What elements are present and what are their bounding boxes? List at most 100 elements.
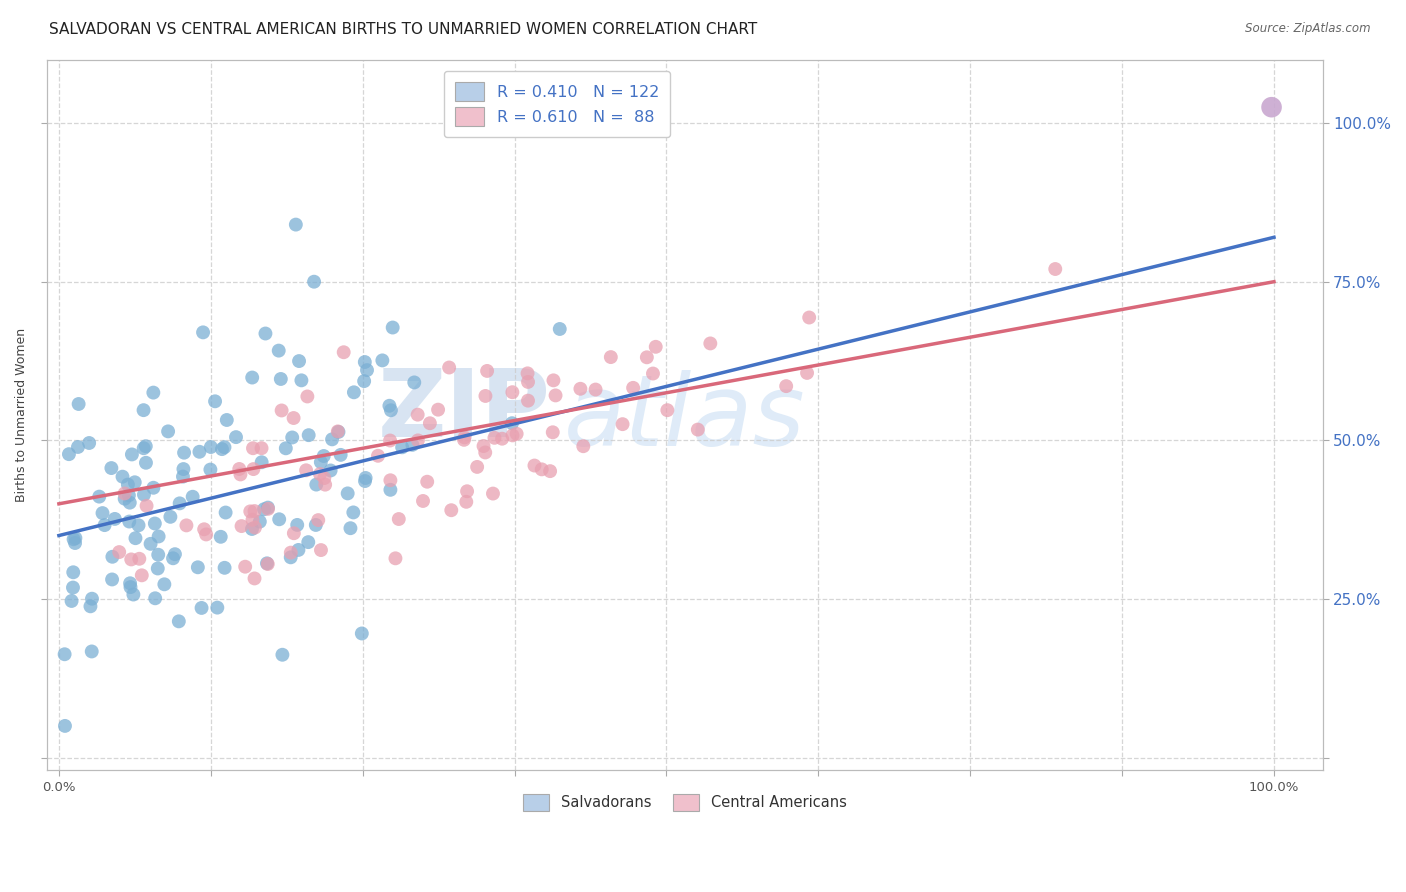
Point (209, 530, 232, 544)
Point (254, 326, 277, 341)
Point (257, 500, 280, 515)
Point (153, 577, 176, 591)
Text: SALVADORAN VS CENTRAL AMERICAN BIRTHS TO UNMARRIED WOMEN CORRELATION CHART: SALVADORAN VS CENTRAL AMERICAN BIRTHS TO… (49, 22, 758, 37)
Point (117, 477, 139, 491)
Point (281, 430, 304, 444)
Point (225, 430, 247, 444)
Point (135, 456, 157, 470)
Point (243, 504, 266, 518)
Point (472, 439, 495, 453)
Point (371, 353, 394, 368)
Point (169, 496, 191, 510)
Point (270, 403, 292, 417)
Point (799, 310, 821, 325)
Point (270, 372, 292, 386)
Point (131, 568, 153, 582)
Point (380, 483, 402, 497)
Point (159, 509, 181, 524)
Point (231, 519, 253, 533)
Text: ZIP: ZIP (378, 366, 551, 458)
Point (256, 557, 278, 571)
Point (120, 580, 142, 594)
Point (215, 413, 238, 427)
Point (142, 385, 165, 400)
Point (120, 576, 142, 591)
Point (599, 350, 621, 364)
Point (132, 441, 155, 455)
Point (124, 531, 146, 545)
Point (269, 512, 291, 526)
Point (419, 416, 441, 430)
Point (204, 394, 226, 409)
Point (381, 320, 404, 334)
Point (89, 490, 111, 504)
Point (307, 513, 329, 527)
Point (214, 440, 236, 454)
Point (200, 462, 222, 476)
Point (406, 434, 429, 448)
Point (62, 533, 84, 547)
Point (491, 432, 513, 446)
Legend: Salvadorans, Central Americans: Salvadorans, Central Americans (517, 788, 852, 816)
Point (475, 364, 498, 378)
Point (482, 486, 505, 500)
Point (326, 425, 349, 439)
Point (416, 475, 439, 489)
Point (118, 496, 141, 510)
Text: Source: ZipAtlas.com: Source: ZipAtlas.com (1246, 22, 1371, 36)
Point (699, 336, 721, 351)
Point (128, 551, 150, 566)
Point (406, 408, 429, 422)
Point (207, 600, 229, 615)
Point (104, 512, 127, 526)
Point (108, 545, 131, 559)
Point (314, 477, 336, 491)
Point (242, 441, 264, 455)
Point (239, 504, 262, 518)
Point (79, 599, 101, 614)
Point (128, 518, 150, 533)
Point (548, 322, 571, 336)
Point (121, 447, 143, 461)
Point (530, 462, 553, 476)
Point (384, 551, 406, 566)
Point (380, 473, 402, 487)
Point (190, 601, 212, 615)
Point (66, 440, 89, 454)
Point (58, 447, 80, 461)
Point (342, 505, 364, 519)
Point (543, 373, 565, 387)
Point (319, 463, 342, 477)
Point (274, 442, 297, 456)
Point (191, 326, 214, 340)
Point (332, 345, 354, 359)
Point (465, 459, 488, 474)
Point (380, 403, 402, 417)
Point (585, 383, 607, 397)
Point (146, 561, 169, 575)
Point (114, 486, 136, 500)
Point (1045, 262, 1067, 277)
Point (686, 423, 709, 437)
Point (502, 428, 524, 442)
Point (122, 588, 145, 602)
Point (440, 503, 463, 517)
Point (132, 403, 155, 417)
Point (354, 471, 377, 485)
Point (135, 439, 157, 453)
Point (287, 543, 309, 558)
Point (253, 502, 276, 516)
Point (214, 561, 236, 575)
Point (283, 526, 305, 541)
Point (391, 440, 413, 454)
Point (290, 373, 312, 387)
Point (77, 436, 100, 450)
Point (796, 366, 818, 380)
Point (135, 499, 157, 513)
Point (65, 531, 87, 545)
Point (63, 536, 86, 550)
Point (176, 518, 198, 533)
Point (453, 433, 475, 447)
Point (353, 355, 375, 369)
Point (163, 547, 186, 561)
